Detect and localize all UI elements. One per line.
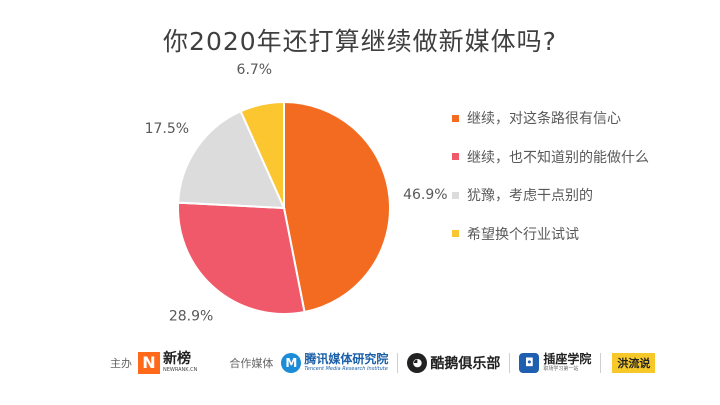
legend-item: 继续，对这条路很有信心 xyxy=(452,99,649,138)
logo-divider xyxy=(397,353,399,373)
data-label-1: 28.9% xyxy=(169,308,213,324)
pie-slice-3 xyxy=(239,100,285,209)
pie-slice-0 xyxy=(283,100,391,314)
footer-sponsors: 主办 N 新榜 NEWRANK.CN 合作媒体 M 腾讯媒体研究院 Tencen… xyxy=(0,343,720,383)
pie-slice-1 xyxy=(177,201,306,315)
newrank-logo-text: 新榜 xyxy=(163,351,191,367)
kue-club-logo: ◕ 酷鹅俱乐部 xyxy=(407,353,500,373)
chazuo-subtext: 职场学习第一站 xyxy=(543,366,579,372)
legend-swatch xyxy=(452,191,459,199)
tencent-media-logo: M 腾讯媒体研究院 Tencent Media Research Institu… xyxy=(281,353,388,373)
newrank-logo: N 新榜 NEWRANK.CN xyxy=(138,352,197,374)
legend-label: 希望换个行业试试 xyxy=(467,226,579,243)
pie-data-labels: 46.9% 28.9% 17.5% 6.7% xyxy=(145,62,448,324)
host-label: 主办 xyxy=(110,357,132,370)
pie-slice-2 xyxy=(177,109,286,210)
legend-swatch xyxy=(452,230,459,238)
legend-item: 犹豫，考虑干点别的 xyxy=(452,176,649,215)
legend-item: 继续，也不知道别的能做什么 xyxy=(452,138,649,177)
kue-club-text: 酷鹅俱乐部 xyxy=(430,356,501,372)
newrank-mark-icon: N xyxy=(138,352,160,374)
logo-divider xyxy=(509,353,511,373)
penguin-icon: ◕ xyxy=(407,353,428,373)
partner-label: 合作媒体 xyxy=(229,357,274,370)
data-label-0: 46.9% xyxy=(403,187,447,203)
legend-swatch xyxy=(452,114,459,122)
chazuo-logo: ◘ 插座学院 职场学习第一站 xyxy=(519,353,591,373)
chart-legend: 继续，对这条路很有信心 继续，也不知道别的能做什么 犹豫，考虑干点别的 希望换个… xyxy=(452,99,649,253)
tencent-media-subtext: Tencent Media Research Institute xyxy=(304,366,388,372)
tencent-media-text: 腾讯媒体研究院 xyxy=(304,352,389,366)
newrank-logo-subtext: NEWRANK.CN xyxy=(163,367,198,373)
data-label-2: 17.5% xyxy=(145,121,189,137)
hongliu-logo: 洪流说 xyxy=(612,353,656,373)
legend-label: 继续，也不知道别的能做什么 xyxy=(467,149,649,166)
chazuo-text: 插座学院 xyxy=(543,352,592,366)
pie-slices xyxy=(177,100,391,315)
legend-label: 犹豫，考虑干点别的 xyxy=(467,188,593,205)
legend-item: 希望换个行业试试 xyxy=(452,215,649,254)
tencent-media-icon: M xyxy=(281,353,302,373)
logo-divider xyxy=(600,353,602,373)
data-label-3: 6.7% xyxy=(237,62,273,78)
chart-title: 你2020年还打算继续做新媒体吗? xyxy=(163,27,557,56)
socket-icon: ◘ xyxy=(519,353,540,373)
legend-swatch xyxy=(452,153,459,161)
legend-label: 继续，对这条路很有信心 xyxy=(467,111,621,128)
